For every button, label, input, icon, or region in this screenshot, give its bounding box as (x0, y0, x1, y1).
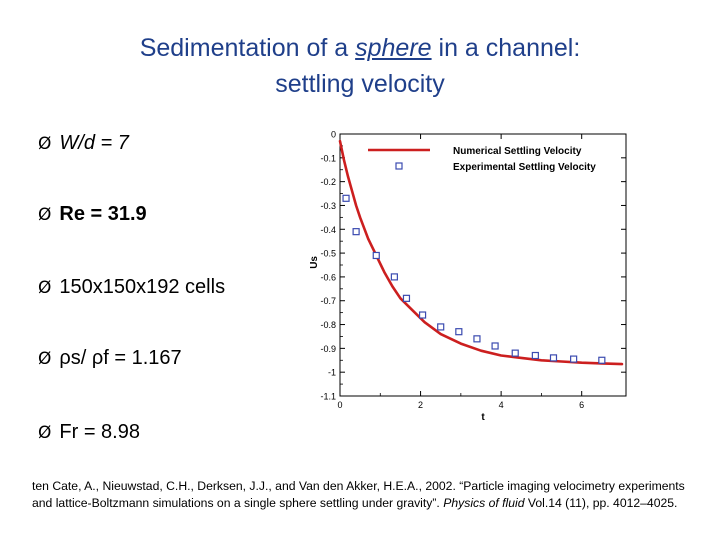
y-tick-label: -0.4 (320, 225, 336, 235)
x-axis-label: t (481, 412, 485, 422)
citation-journal: Physics of fluid (443, 496, 525, 510)
y-axis-label: Us (309, 256, 320, 269)
title-line-1-post: in a channel: (431, 34, 581, 62)
y-tick-label: -0.1 (320, 153, 336, 163)
bullet-text: Fr = 8.98 (59, 421, 140, 443)
experimental-point (570, 355, 578, 363)
title-line-2: settling velocity (275, 70, 445, 98)
x-tick-label: 4 (499, 400, 504, 410)
experimental-point (342, 194, 350, 202)
bullet-item-cells: Ø 150x150x192 cells (38, 276, 225, 299)
y-tick-label: -0.7 (320, 296, 336, 306)
arrow-bullet-icon: Ø (38, 423, 52, 443)
y-tick-label: -1.1 (320, 392, 336, 402)
experimental-point (491, 342, 499, 350)
x-tick-label: 0 (337, 400, 342, 410)
experimental-point (549, 354, 558, 362)
y-tick-label: -0.5 (320, 249, 336, 259)
title-line-1: Sedimentation of a sphere in a channel: (0, 30, 720, 66)
y-tick-label: -1 (328, 368, 336, 378)
x-tick-label: 2 (418, 400, 423, 410)
citation: ten Cate, A., Nieuwstad, C.H., Derksen, … (32, 478, 692, 512)
arrow-bullet-icon: Ø (38, 349, 52, 369)
bullet-item-reynolds: Ø Re = 31.9 (38, 203, 147, 226)
bullet-item-froude: Ø Fr = 8.98 (38, 421, 140, 444)
settling-velocity-chart: 0 -0.1 -0.2 -0.3 -0.4 -0.5 -0.6 -0.7 -0.8 -0.9 -1 -… (300, 122, 630, 423)
y-tick-label: -0.2 (320, 177, 336, 187)
slide-title: Sedimentation of a sphere in a channel: … (0, 30, 720, 102)
y-tick-label: -0.9 (320, 344, 336, 354)
legend-marker-swatch (395, 162, 403, 170)
citation-main: ten Cate, A., Nieuwstad, C.H., Derksen, … (32, 479, 685, 510)
bullet-text: 150x150x192 cells (59, 276, 226, 298)
bullet-text: W/d = 7 (59, 132, 129, 154)
legend-label-experimental: Experimental Settling Velocity (453, 162, 596, 173)
experimental-point (455, 328, 463, 336)
y-tick-label: -0.8 (320, 320, 336, 330)
experimental-point (390, 273, 398, 281)
numerical-series-line (338, 139, 624, 366)
y-tick-label: 0 (331, 130, 336, 140)
bullet-text: Re = 31.9 (59, 203, 147, 225)
arrow-bullet-icon: Ø (38, 278, 52, 298)
experimental-point (598, 356, 606, 364)
chart-svg: 0 -0.1 -0.2 -0.3 -0.4 -0.5 -0.6 -0.7 -0.8 -0.9 -1 -… (309, 130, 627, 423)
bullet-text: ρs/ ρf = 1.167 (59, 347, 182, 369)
experimental-point (418, 311, 427, 319)
arrow-bullet-icon: Ø (38, 205, 52, 225)
experimental-point (352, 228, 360, 236)
citation-rest: Vol.14 (11), pp. 4012–4025. (524, 496, 678, 510)
experimental-point (372, 251, 380, 260)
experimental-point (531, 351, 539, 360)
title-line-1-emphasis: sphere (355, 34, 432, 62)
arrow-bullet-icon: Ø (38, 134, 52, 154)
experimental-point (511, 349, 519, 357)
x-tick-label: 6 (579, 400, 584, 410)
legend-label-numerical: Numerical Settling Velocity (453, 146, 582, 157)
plot-frame (339, 133, 627, 397)
y-tick-label: -0.3 (320, 201, 336, 211)
experimental-point (437, 323, 445, 331)
title-line-1-pre: Sedimentation of a (139, 34, 356, 62)
y-tick-label: -0.6 (320, 272, 336, 282)
bullet-item-ratio: Ø W/d = 7 (38, 132, 129, 155)
experimental-point (402, 294, 411, 302)
experimental-point (473, 335, 481, 343)
